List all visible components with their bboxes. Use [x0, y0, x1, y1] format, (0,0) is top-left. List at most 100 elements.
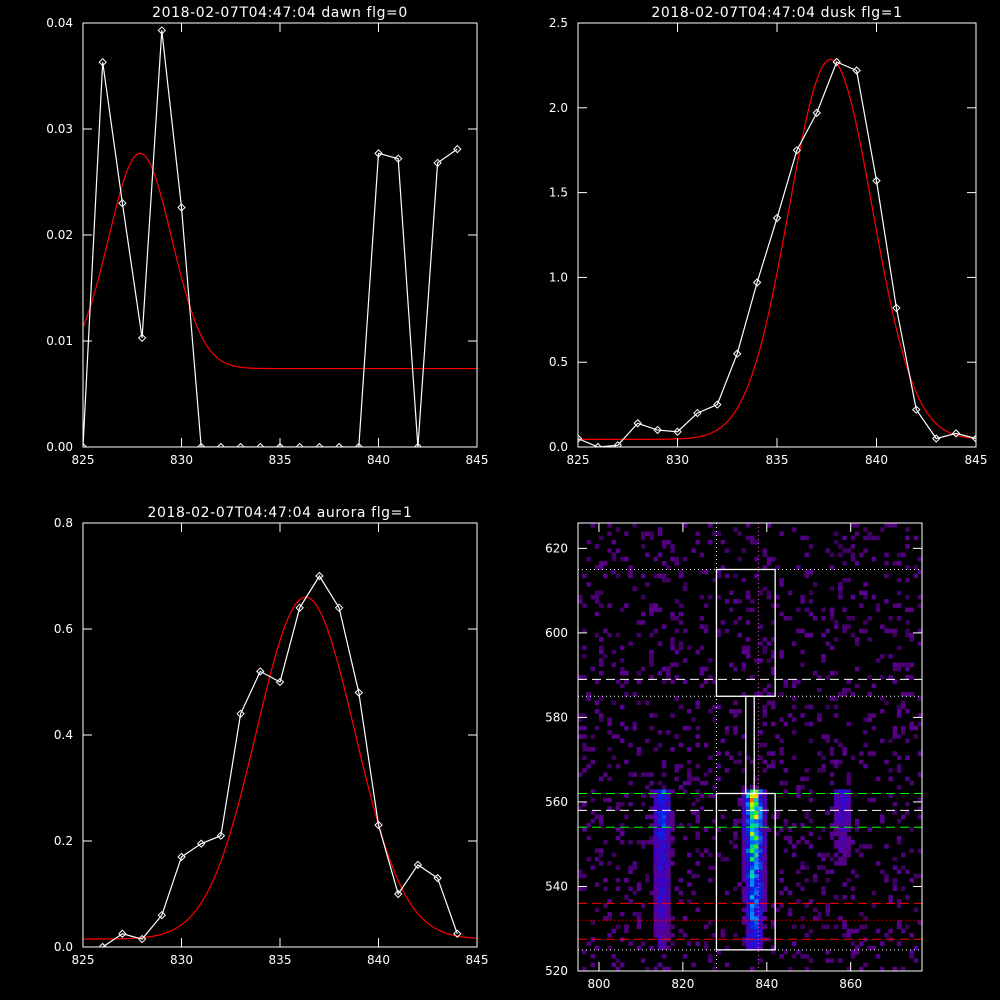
data-point	[578, 434, 583, 443]
heatmap-cell	[657, 607, 663, 613]
heatmap-cell	[640, 801, 646, 807]
heatmap-cell	[909, 878, 914, 883]
heatmap-cell	[745, 911, 751, 917]
heatmap-cell	[804, 573, 810, 579]
heatmap-cell	[653, 924, 659, 930]
heatmap-cell	[615, 966, 621, 972]
heatmap-cell	[750, 911, 755, 917]
heatmap-cell	[724, 890, 730, 896]
heatmap-cell	[666, 835, 671, 841]
heatmap-cell	[745, 907, 751, 913]
heatmap-cell	[724, 599, 730, 604]
heatmap-cell	[636, 751, 642, 756]
heatmap-cell	[649, 654, 654, 659]
heatmap-cell	[800, 594, 805, 600]
heatmap-cell	[905, 544, 910, 549]
heatmap-cell	[758, 789, 763, 794]
heatmap-cell	[850, 949, 856, 955]
heatmap-cell	[859, 590, 864, 596]
heatmap-cell	[833, 831, 839, 837]
heatmap-cell	[804, 903, 810, 908]
heatmap-cell	[649, 649, 654, 655]
heatmap-cell	[905, 869, 910, 875]
heatmap-cell	[703, 679, 709, 684]
heatmap-cell	[661, 894, 667, 900]
heatmap-cell	[896, 590, 902, 596]
heatmap-cell	[804, 768, 810, 773]
heatmap-cell	[586, 856, 591, 862]
heatmap-cell	[657, 806, 663, 811]
data-point	[137, 934, 147, 944]
heatmap-cell	[846, 932, 851, 938]
heatmap-cell	[733, 818, 738, 824]
heatmap-cell	[896, 835, 902, 841]
heatmap-cell	[770, 692, 776, 697]
heatmap-cell	[594, 725, 600, 731]
data-point	[713, 400, 722, 409]
heatmap-cell	[699, 615, 705, 621]
heatmap-cell	[666, 945, 671, 951]
heatmap-cell	[812, 873, 818, 879]
heatmap-cell	[724, 628, 730, 634]
heatmap-cell	[842, 810, 847, 815]
heatmap-cell	[859, 628, 864, 634]
heatmap-cell	[594, 679, 600, 684]
heatmap-cell	[670, 823, 675, 828]
heatmap-cell	[892, 603, 898, 608]
heatmap-cell	[657, 641, 663, 646]
heatmap-cell	[682, 586, 688, 591]
heatmap-cell	[917, 806, 923, 811]
heatmap-cell	[783, 823, 789, 828]
y-tick-label: 0.4	[54, 728, 73, 742]
heatmap-cell	[770, 666, 776, 672]
heatmap-cell	[598, 561, 604, 566]
heatmap-cell	[649, 772, 654, 777]
heatmap-cell	[880, 966, 885, 972]
heatmap-cell	[913, 945, 919, 951]
heatmap-cell	[917, 556, 923, 562]
heatmap-cell	[750, 899, 755, 904]
heatmap-cell	[762, 637, 768, 642]
heatmap-cell	[821, 890, 826, 896]
heatmap-cell	[666, 894, 671, 900]
heatmap-cell	[657, 869, 663, 875]
heatmap-cell	[913, 725, 919, 731]
heatmap-cell	[791, 696, 797, 701]
heatmap-cell	[888, 776, 893, 782]
heatmap-cell	[636, 945, 642, 951]
heatmap-cell	[821, 658, 826, 663]
heatmap-cell	[657, 932, 663, 938]
heatmap-cell	[666, 806, 671, 811]
heatmap-cell	[863, 924, 868, 930]
heatmap-cell	[628, 780, 633, 786]
heatmap-cell	[775, 603, 780, 608]
heatmap-cell	[838, 590, 843, 596]
heatmap-cell	[619, 738, 625, 744]
heatmap-cell	[850, 954, 856, 959]
heatmap-cell	[674, 599, 679, 604]
data-point	[393, 154, 403, 163]
heatmap-cell	[758, 827, 763, 832]
heatmap-cell	[745, 861, 751, 866]
heatmap-cell	[892, 856, 898, 862]
heatmap-cell	[590, 810, 596, 815]
heatmap-cell	[619, 683, 625, 689]
heatmap-cell	[846, 835, 851, 841]
y-tick-label: 0.5	[549, 355, 568, 369]
heatmap-cell	[712, 679, 717, 684]
heatmap-cell	[745, 654, 751, 659]
heatmap-cell	[754, 907, 759, 913]
heatmap-cell	[678, 785, 684, 790]
heatmap-cell	[632, 721, 638, 727]
heatmap-cell	[582, 768, 587, 773]
heatmap-cell	[607, 747, 612, 752]
x-tick-label: 835	[269, 453, 292, 467]
heatmap-cell	[657, 801, 663, 807]
heatmap-cell	[859, 603, 864, 608]
heatmap-cell	[628, 772, 633, 777]
heatmap-cell	[779, 903, 784, 908]
heatmap-cell	[779, 827, 784, 832]
heatmap-cell	[909, 607, 914, 613]
heatmap-cell	[640, 903, 646, 908]
